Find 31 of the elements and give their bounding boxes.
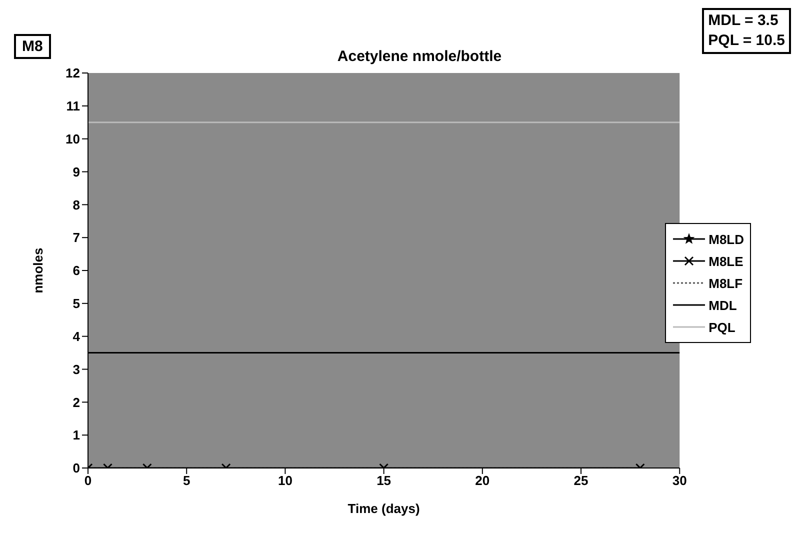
y-tick-label: 6 bbox=[72, 263, 80, 278]
text: PQL = 10.5 bbox=[708, 31, 785, 51]
x-tick-label: 0 bbox=[84, 473, 92, 488]
x-tick-label: 10 bbox=[278, 473, 292, 488]
chart-title: Acetylene nmole/bottle bbox=[337, 48, 502, 65]
y-tick-label: 5 bbox=[72, 296, 80, 312]
text: MDL = 3.5 bbox=[708, 11, 780, 31]
y-tick-label: 1 bbox=[72, 428, 80, 443]
x-tick-label: 15 bbox=[376, 473, 392, 488]
legend-label: MDL bbox=[708, 298, 737, 312]
y-tick-label: 7 bbox=[72, 230, 80, 246]
x-tick-label: 20 bbox=[475, 473, 490, 488]
legend-label: M8LF bbox=[708, 276, 743, 290]
x-tick-label: 30 bbox=[672, 473, 687, 488]
y-tick-label: 10 bbox=[66, 131, 80, 146]
y-tick-label: 12 bbox=[66, 66, 80, 81]
x-tick-label: 5 bbox=[182, 473, 190, 488]
y-tick-label: 0 bbox=[72, 460, 80, 476]
y-tick-label: 9 bbox=[72, 164, 80, 180]
legend-label: PQL bbox=[708, 320, 736, 334]
y-tick-label: 3 bbox=[72, 362, 80, 377]
y-axis-title: nmoles bbox=[30, 248, 46, 294]
y-tick-label: 2 bbox=[72, 394, 80, 410]
x-axis-title: Time (days) bbox=[348, 501, 420, 516]
y-tick-label: 4 bbox=[72, 328, 81, 344]
y-tick-label: 8 bbox=[72, 197, 80, 212]
text: M8 bbox=[14, 34, 51, 59]
legend-label: M8LE bbox=[708, 254, 744, 268]
y-tick-label: 11 bbox=[66, 98, 80, 114]
x-tick-label: 25 bbox=[574, 473, 588, 488]
legend-label: M8LD bbox=[708, 232, 744, 246]
